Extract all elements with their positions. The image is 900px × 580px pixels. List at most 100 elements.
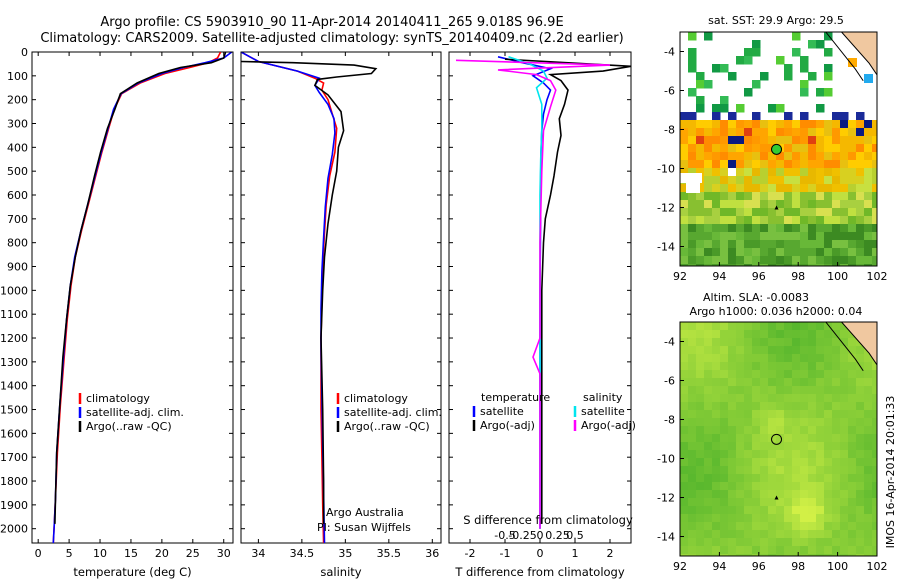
- temperature-profile-ytick-label-8: 800: [7, 237, 28, 250]
- sla-map-cell: [832, 370, 841, 379]
- sla-map-cell: [832, 466, 841, 475]
- sla-map-cell: [800, 354, 809, 363]
- sla-map-cell: [832, 426, 841, 435]
- sla-map-cell: [808, 322, 817, 331]
- sst-map-cell: [776, 160, 785, 169]
- salinity-profile-series-group: [241, 52, 378, 543]
- sla-map-cell: [864, 394, 873, 403]
- sla-map-cell: [840, 450, 849, 459]
- sla-map-cell: [696, 498, 705, 507]
- sla-map-cell: [872, 362, 877, 371]
- sla-map-cell: [832, 538, 841, 547]
- sla-map-cell: [680, 418, 689, 427]
- temperature-panel: 0 5 10 15 20 25 300100200300400500600700800900…: [0, 46, 234, 579]
- sst-map-xtick-label-0: 92: [673, 270, 687, 283]
- sla-map-cell: [792, 442, 801, 451]
- sla-map-cell: [856, 346, 865, 355]
- sst-map-cell: [752, 224, 761, 233]
- sst-map-cell: [776, 192, 785, 201]
- diff-top-tick-0: -0.5: [494, 529, 515, 542]
- temperature-profile-xtick-label-0: 0: [35, 547, 42, 560]
- sla-map-cell: [872, 410, 877, 419]
- sla-map-cell: [688, 458, 697, 467]
- sla-map-cell: [704, 338, 713, 347]
- sst-map-cell: [800, 88, 809, 97]
- sla-map-cell: [696, 426, 705, 435]
- sst-map-cell: [752, 120, 761, 129]
- sla-map-cell: [776, 434, 785, 443]
- sla-map-cell: [720, 546, 729, 555]
- sst-map-cell: [736, 192, 745, 201]
- temperature-profile-ytick-label-0: 0: [21, 46, 28, 59]
- sla-map-cell: [776, 362, 785, 371]
- sla-map-cell: [728, 530, 737, 539]
- temperature-profile-series-group: [52, 52, 233, 543]
- sst-map-cell: [864, 168, 873, 177]
- sla-map-cell: [856, 378, 865, 387]
- sst-map-cell: [784, 168, 793, 177]
- sla-map-cell: [864, 442, 873, 451]
- sla-map-cell: [736, 554, 745, 556]
- salinity-annotation-0: Argo Australia: [326, 506, 404, 519]
- sst-map-cell: [720, 136, 729, 145]
- temperature-profile-ytick-label-3: 300: [7, 118, 28, 131]
- sla-map-cell: [688, 522, 697, 531]
- sla-map-cell: [832, 330, 841, 339]
- diff-sal-legend-label-0: satellite: [581, 405, 625, 418]
- sla-map-cell: [736, 402, 745, 411]
- sst-map-ytick-label-3: -10: [657, 163, 675, 176]
- sst-map-cell: [720, 232, 729, 241]
- temperature-profile-xtick-label-2: 10: [93, 547, 107, 560]
- sla-map-cell: [816, 554, 825, 556]
- sla-map-cell: [688, 474, 697, 483]
- sla-map-cell: [768, 538, 777, 547]
- sla-map-cell: [680, 346, 689, 355]
- sla-map-cell: [680, 474, 689, 483]
- sst-map-cell: [840, 224, 849, 233]
- sst-map-cell: [808, 216, 817, 225]
- sla-map-cell: [768, 338, 777, 347]
- sla-map-cell: [704, 434, 713, 443]
- difference-profile-xtick-label-3: 1: [572, 547, 579, 560]
- sst-map-cell: [784, 264, 793, 266]
- sla-map-cell: [792, 418, 801, 427]
- sst-map-cell: [704, 200, 713, 209]
- sla-map-cell: [752, 418, 761, 427]
- sst-map-cell: [680, 248, 689, 257]
- sst-map-cell: [696, 80, 705, 89]
- sst-map-cell: [712, 200, 721, 209]
- sla-map-cell: [760, 506, 769, 515]
- sla-map-cell: [744, 450, 753, 459]
- sst-map-cell: [856, 136, 865, 145]
- sla-map-cell: [872, 546, 877, 555]
- sla-map-cell: [680, 498, 689, 507]
- sla-map-cell: [760, 346, 769, 355]
- sla-map-cell: [728, 538, 737, 547]
- sla-map-cell: [776, 378, 785, 387]
- sst-map-cell: [752, 248, 761, 257]
- sla-map-cell: [736, 378, 745, 387]
- sla-map-cell: [784, 410, 793, 419]
- sla-map-cell: [832, 410, 841, 419]
- sst-map-cell: [768, 216, 777, 225]
- sla-map-cell: [784, 506, 793, 515]
- sst-map-cell: [856, 200, 865, 209]
- sla-map-cell: [712, 402, 721, 411]
- sla-map-cell: [784, 330, 793, 339]
- sst-map-cell: [688, 112, 697, 121]
- sst-map-cell: [752, 208, 761, 217]
- sla-map-cell: [776, 418, 785, 427]
- sst-map-cell: [864, 192, 873, 201]
- sla-map-cell: [720, 522, 729, 531]
- sla-map-frame: [679, 321, 878, 557]
- sla-map-cell: [712, 394, 721, 403]
- sla-map-cell: [776, 346, 785, 355]
- sst-map-cell: [752, 176, 761, 185]
- sla-map-cell: [800, 426, 809, 435]
- sst-map-cell: [800, 184, 809, 193]
- sst-map-cell: [784, 136, 793, 145]
- sst-map-cell: [696, 72, 705, 81]
- sla-map-cell: [848, 370, 857, 379]
- sst-map-cell: [688, 200, 697, 209]
- sst-map-cell: [680, 232, 689, 241]
